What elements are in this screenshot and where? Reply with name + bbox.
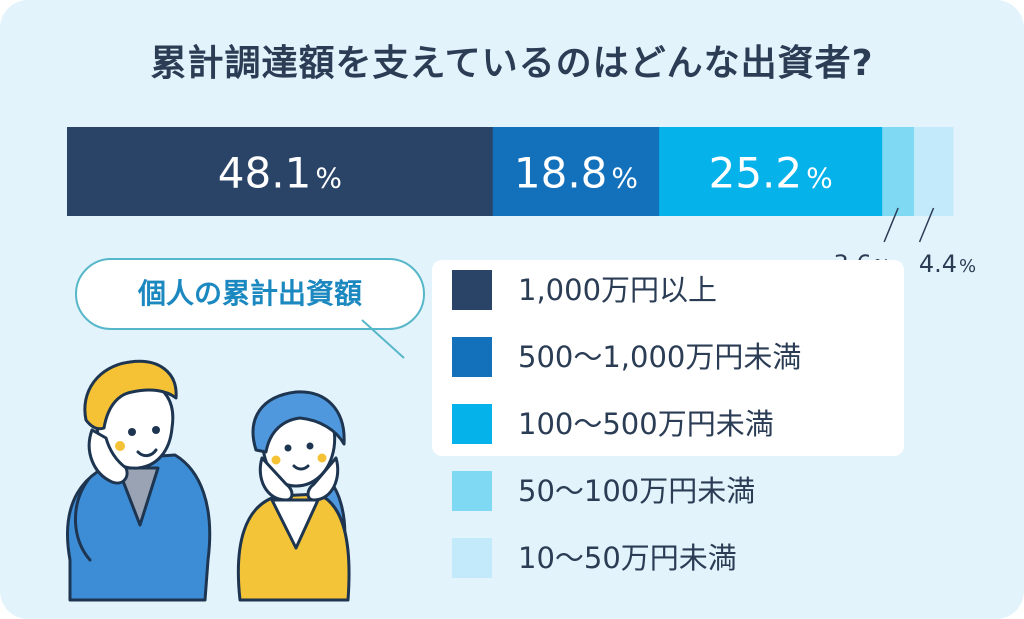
legend-swatch-3	[452, 471, 492, 511]
legend-swatch-1	[452, 337, 492, 377]
legend-swatch-2	[452, 404, 492, 444]
leader-line-3	[883, 207, 899, 243]
legend-label-3: 50〜100万円未満	[518, 474, 756, 508]
bubble-text: 個人の累計出資額	[137, 277, 362, 310]
bar-value-label-2: 25.2%	[709, 149, 833, 198]
legend-label-0: 1,000万円以上	[518, 273, 718, 307]
legend-swatch-4	[452, 538, 492, 578]
bar-segments	[67, 127, 954, 216]
legend-panel	[432, 260, 904, 456]
bar-value-label-1: 18.8%	[514, 149, 638, 198]
bar-segment-1	[492, 127, 660, 216]
bar-segment-3	[882, 127, 915, 216]
woman-illustration	[236, 390, 351, 602]
legend-label-1: 500〜1,000万円未満	[518, 340, 802, 374]
legend-swatch-0	[452, 270, 492, 310]
bar-value-label-4: 4.4%	[919, 250, 976, 278]
bar-segment-0	[67, 127, 494, 216]
leader-line-4	[918, 207, 935, 243]
legend-label-4: 10〜50万円未満	[518, 541, 737, 575]
bar-segment-4	[914, 127, 954, 216]
speech-bubble-tail	[361, 319, 405, 359]
bar-segment-2	[659, 127, 883, 216]
legend-label-2: 100〜500万円未満	[518, 407, 774, 441]
chart-title: 累計調達額を支えているのはどんな出資者?	[150, 43, 874, 84]
man-illustration	[66, 359, 212, 602]
bar-value-label-0: 48.1%	[218, 149, 342, 198]
speech-bubble: 個人の累計出資額	[75, 258, 425, 330]
